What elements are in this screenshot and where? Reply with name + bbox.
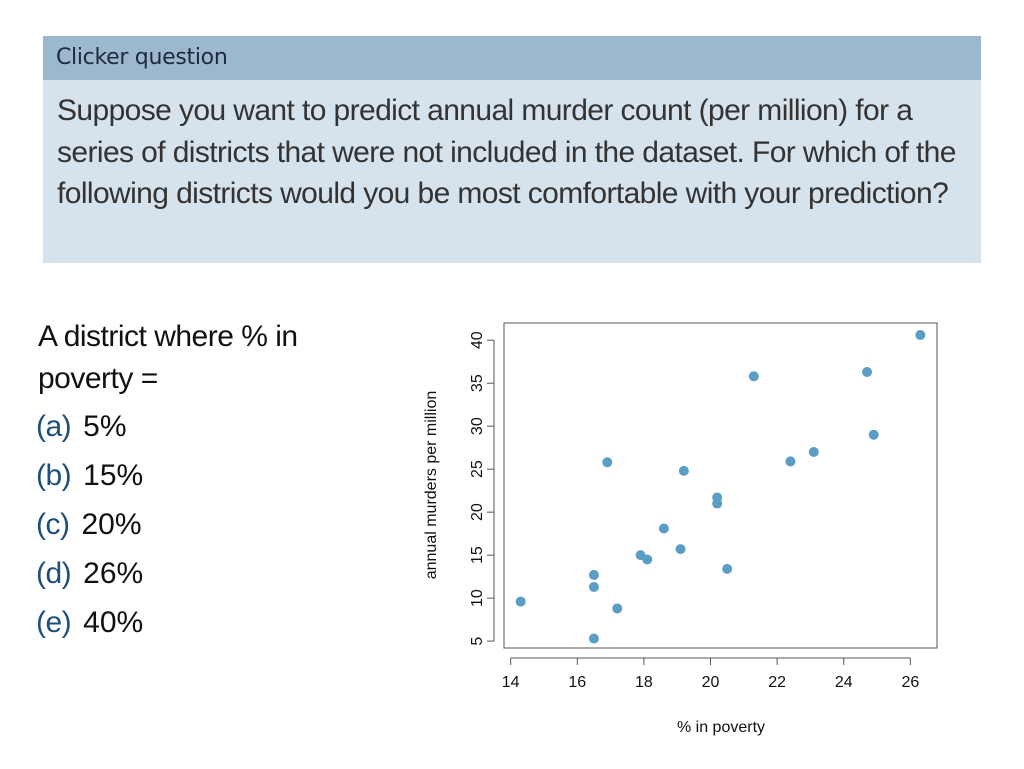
data-point <box>602 457 613 468</box>
data-point <box>712 498 723 509</box>
y-tick-label: 30 <box>469 417 486 435</box>
question-box: Suppose you want to predict annual murde… <box>43 80 981 263</box>
y-tick-label: 25 <box>469 460 486 478</box>
y-tick-label: 10 <box>469 589 486 607</box>
option-value: 40% <box>83 606 144 639</box>
question-text: Suppose you want to predict annual murde… <box>57 94 956 210</box>
y-tick-label: 5 <box>469 637 486 646</box>
option-b[interactable]: (b) 15% <box>36 454 143 503</box>
data-points <box>515 330 926 644</box>
x-tick-label: 24 <box>835 674 853 691</box>
data-point <box>642 554 653 565</box>
data-point <box>748 371 759 382</box>
option-letter: (d) <box>36 557 72 590</box>
data-point <box>678 465 689 476</box>
x-tick-label: 16 <box>568 674 586 691</box>
option-value: 15% <box>83 459 144 492</box>
option-letter: (e) <box>36 606 72 639</box>
header-title: Clicker question <box>56 45 228 70</box>
y-axis-label: annual murders per million <box>423 391 440 580</box>
data-point <box>588 581 599 592</box>
answer-options: (a) 5% (b) 15% (c) 20% (d) 26% (e) 40% <box>36 405 143 650</box>
option-c[interactable]: (c) 20% <box>36 503 143 552</box>
y-tick-label: 40 <box>469 331 486 349</box>
data-point <box>915 330 926 341</box>
option-letter: (a) <box>36 410 72 443</box>
data-point <box>588 633 599 644</box>
data-point <box>862 367 873 378</box>
data-point <box>722 563 733 574</box>
scatter-chart: 14 16 18 20 22 24 26 5 10 15 20 25 30 35 40 % in pove… <box>423 322 938 736</box>
data-point <box>785 456 796 467</box>
x-axis-label: % in poverty <box>677 719 765 736</box>
option-a[interactable]: (a) 5% <box>36 405 143 454</box>
data-point <box>868 429 879 440</box>
option-letter: (c) <box>36 508 70 541</box>
y-tick-label: 15 <box>469 546 486 564</box>
data-point <box>515 596 526 607</box>
header-bar: Clicker question <box>43 36 981 80</box>
option-letter: (b) <box>36 459 72 492</box>
option-value: 20% <box>81 508 142 541</box>
x-tick-label: 18 <box>635 674 653 691</box>
data-point <box>588 569 599 580</box>
data-point <box>612 603 623 614</box>
prompt-text: A district where % in poverty = <box>38 320 298 395</box>
y-axis: 5 10 15 20 25 30 35 40 <box>469 331 495 646</box>
y-tick-label: 20 <box>469 503 486 521</box>
y-tick-label: 35 <box>469 374 486 392</box>
data-point <box>808 446 819 457</box>
data-point <box>675 544 686 555</box>
option-d[interactable]: (d) 26% <box>36 552 143 601</box>
x-tick-label: 26 <box>901 674 919 691</box>
x-tick-label: 14 <box>502 674 520 691</box>
data-point <box>658 523 669 534</box>
plot-frame <box>503 322 938 649</box>
option-value: 5% <box>83 410 127 443</box>
x-axis: 14 16 18 20 22 24 26 <box>502 657 919 691</box>
option-value: 26% <box>83 557 144 590</box>
x-tick-label: 20 <box>702 674 720 691</box>
x-tick-label: 22 <box>768 674 786 691</box>
option-e[interactable]: (e) 40% <box>36 601 143 650</box>
